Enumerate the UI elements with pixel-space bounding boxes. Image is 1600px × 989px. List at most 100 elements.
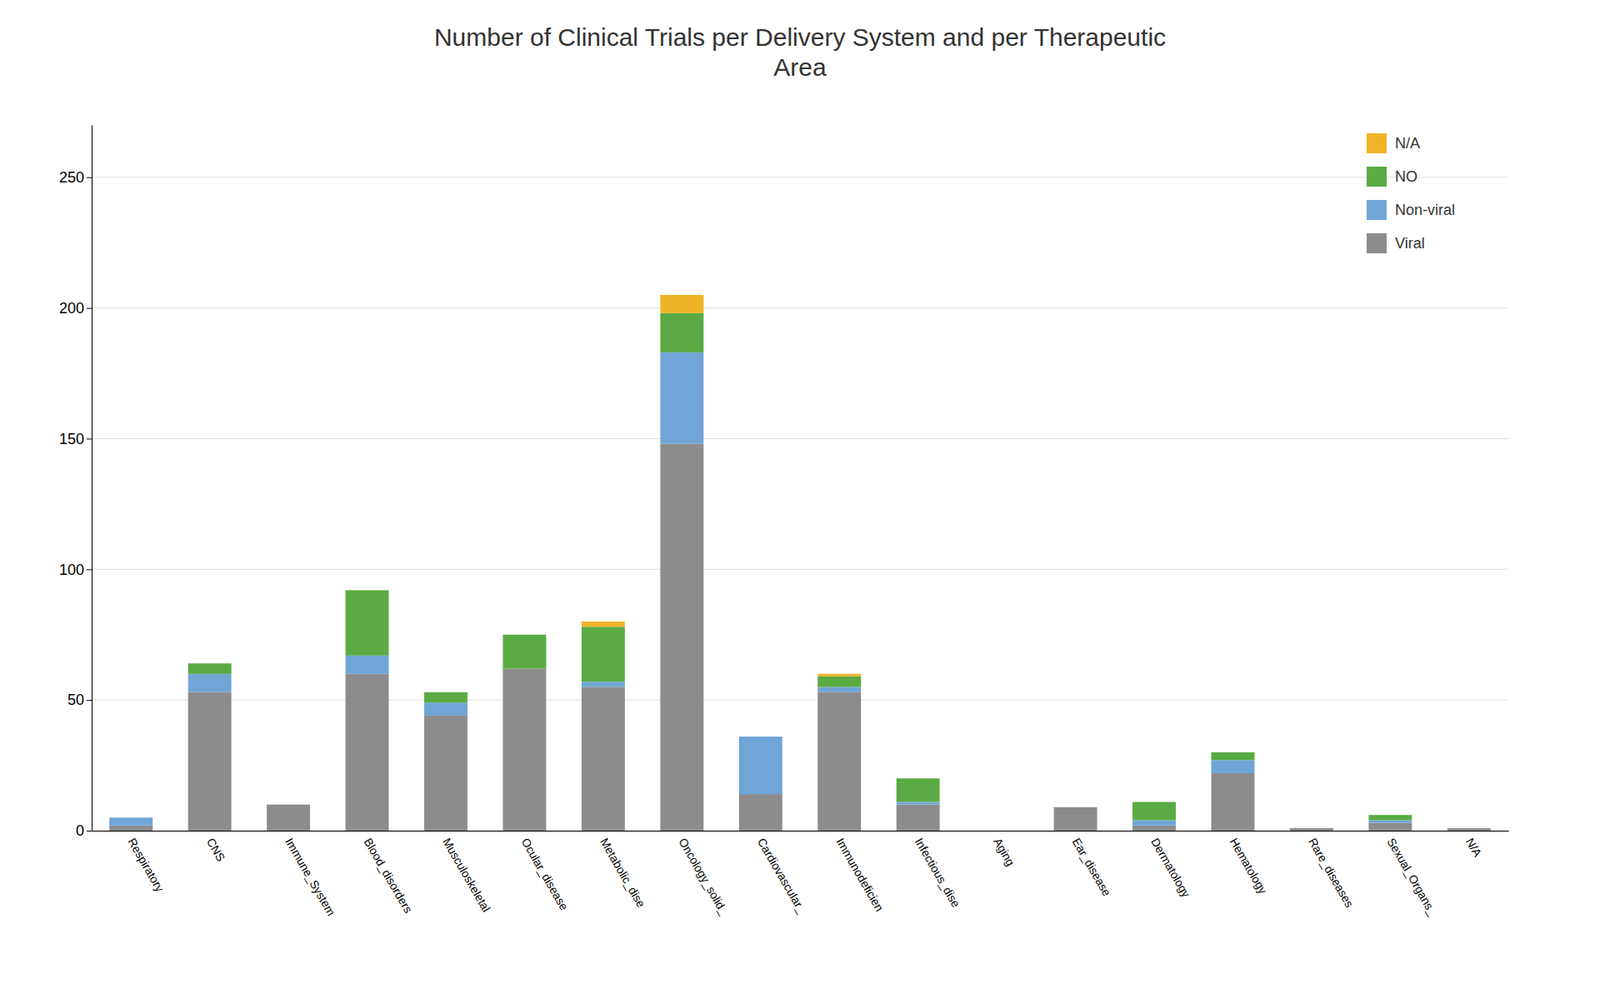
y-tick-mark	[86, 569, 92, 570]
grid-line	[91, 307, 1509, 309]
bar	[660, 444, 704, 831]
bar	[502, 669, 546, 831]
y-tick-mark	[86, 177, 92, 179]
grid-line	[91, 569, 1509, 570]
y-tick-label: 250	[59, 169, 85, 186]
bar	[266, 804, 310, 805]
x-tick-label: Hematology	[1227, 835, 1270, 897]
x-tick: Dermatology	[1148, 830, 1194, 900]
y-tick-label: 150	[59, 430, 85, 448]
y-tick-mark	[86, 438, 92, 440]
bar	[975, 830, 1019, 832]
x-tick-label: Aging	[990, 835, 1018, 869]
bar	[1210, 752, 1255, 760]
bar	[266, 805, 310, 831]
x-tick-label: Rare_diseases	[1305, 835, 1357, 910]
bar	[109, 817, 153, 819]
legend-label: Viral	[1395, 235, 1425, 252]
x-tick: Infectious_dise	[912, 830, 964, 910]
x-tick-label: Metabolic_dise	[597, 835, 649, 910]
y-tick-label: 200	[59, 300, 85, 317]
bar	[1054, 807, 1098, 831]
bar	[1447, 828, 1491, 831]
y-tick: 250	[59, 169, 92, 186]
bar	[581, 686, 625, 831]
bar	[975, 830, 1019, 832]
x-tick-label: Dermatology	[1148, 835, 1194, 900]
legend-label: NO	[1395, 168, 1418, 185]
bar	[1290, 827, 1334, 829]
y-tick-label: 50	[67, 691, 85, 709]
legend: N/A NO Non-viral Viral	[1366, 133, 1455, 254]
bar	[1132, 820, 1176, 825]
y-tick: 100	[59, 561, 92, 579]
bar	[1368, 823, 1412, 831]
bar	[660, 295, 704, 314]
bar	[817, 674, 861, 677]
bar	[266, 804, 310, 805]
x-tick: N/A	[1463, 830, 1485, 860]
bar	[1210, 751, 1255, 753]
bar	[424, 702, 468, 716]
bar	[1132, 801, 1176, 820]
y-tick: 50	[67, 691, 92, 709]
y-tick-mark	[86, 700, 92, 701]
bar	[1054, 806, 1098, 808]
x-tick: Ear_disease	[1070, 830, 1115, 900]
x-tick-label: Cardiovascular_	[755, 835, 810, 916]
x-tick: Immune_System	[282, 830, 338, 919]
bar	[817, 692, 861, 831]
bar	[896, 801, 940, 805]
bar	[1447, 827, 1491, 829]
legend-item: NO	[1366, 166, 1418, 187]
bar	[502, 634, 546, 635]
bar	[1290, 828, 1334, 831]
x-tick-label: Immune_System	[282, 835, 338, 919]
x-tick: Oncology_solid_	[675, 830, 731, 918]
legend-item: N/A	[1366, 133, 1420, 154]
bar	[424, 691, 468, 693]
bar	[188, 692, 232, 831]
x-tick: Rare_diseases	[1305, 830, 1357, 910]
series	[188, 313, 1413, 821]
legend-label: Non-viral	[1395, 201, 1455, 219]
bar	[1368, 815, 1412, 820]
title-line: Area	[773, 53, 827, 81]
y-tick-mark	[86, 830, 92, 832]
bar	[188, 663, 232, 675]
x-tick: Sexual_Organs_	[1384, 830, 1440, 918]
grid	[91, 177, 1509, 831]
bar	[1290, 827, 1334, 829]
bar	[975, 830, 1019, 832]
x-tick-label: CNS	[204, 835, 229, 865]
bar	[1054, 806, 1098, 808]
grid-line	[91, 176, 1509, 178]
x-tick-label: Respiratory	[125, 835, 167, 895]
x-tick: Metabolic_dise	[597, 830, 649, 910]
x-tick: Immunodeficien	[833, 830, 886, 915]
bar	[581, 626, 625, 682]
bars	[109, 295, 1491, 831]
title: Number of Clinical Trials per Delivery S…	[434, 23, 1166, 81]
bar	[1447, 827, 1491, 829]
x-tick-label: Ear_disease	[1070, 835, 1115, 900]
bar	[817, 686, 861, 692]
series	[109, 352, 1412, 826]
legend-swatch	[1366, 166, 1387, 187]
bar	[1210, 773, 1255, 831]
legend-swatch	[1366, 200, 1387, 220]
bar	[345, 590, 390, 591]
y-tick-label: 100	[59, 561, 85, 579]
x-axis-line	[92, 830, 1510, 832]
bar	[1368, 815, 1412, 816]
bar	[817, 676, 861, 688]
legend-label: N/A	[1395, 135, 1420, 152]
bar	[424, 692, 468, 704]
bar	[1447, 827, 1491, 829]
x-tick-label: Sexual_Organs_	[1384, 835, 1440, 919]
legend-item: Viral	[1366, 233, 1425, 254]
bar	[739, 736, 783, 795]
bar	[188, 674, 232, 693]
bar	[424, 715, 468, 831]
bar	[345, 674, 390, 831]
